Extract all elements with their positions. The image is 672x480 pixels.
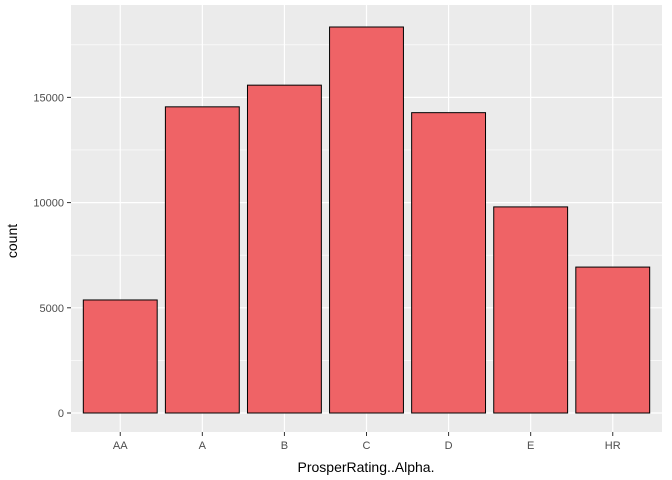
bars <box>82 26 651 414</box>
y-tick-label: 10000 <box>33 198 64 210</box>
bar-e <box>493 206 569 414</box>
bar-hr <box>575 266 651 414</box>
x-tick-label: A <box>199 440 207 452</box>
bar-a <box>164 106 240 414</box>
x-tick-label: HR <box>605 440 621 452</box>
x-tick-label: AA <box>113 440 128 452</box>
x-tick-label: D <box>445 440 453 452</box>
x-axis-title: ProsperRating..Alpha. <box>298 459 435 475</box>
bar-aa <box>82 299 158 414</box>
y-axis: 0 5000 10000 15000 <box>33 92 71 420</box>
y-axis-title: count <box>4 224 20 258</box>
bar-b <box>246 84 322 414</box>
x-tick-label: E <box>527 440 534 452</box>
x-axis: AA A B C D E HR <box>113 432 621 452</box>
bar-c <box>329 26 404 414</box>
x-tick-label: B <box>281 440 288 452</box>
y-tick-label: 0 <box>58 408 64 420</box>
bar-d <box>411 112 487 414</box>
y-tick-label: 5000 <box>40 303 64 315</box>
x-tick-label: C <box>363 440 371 452</box>
y-tick-label: 15000 <box>33 92 64 104</box>
